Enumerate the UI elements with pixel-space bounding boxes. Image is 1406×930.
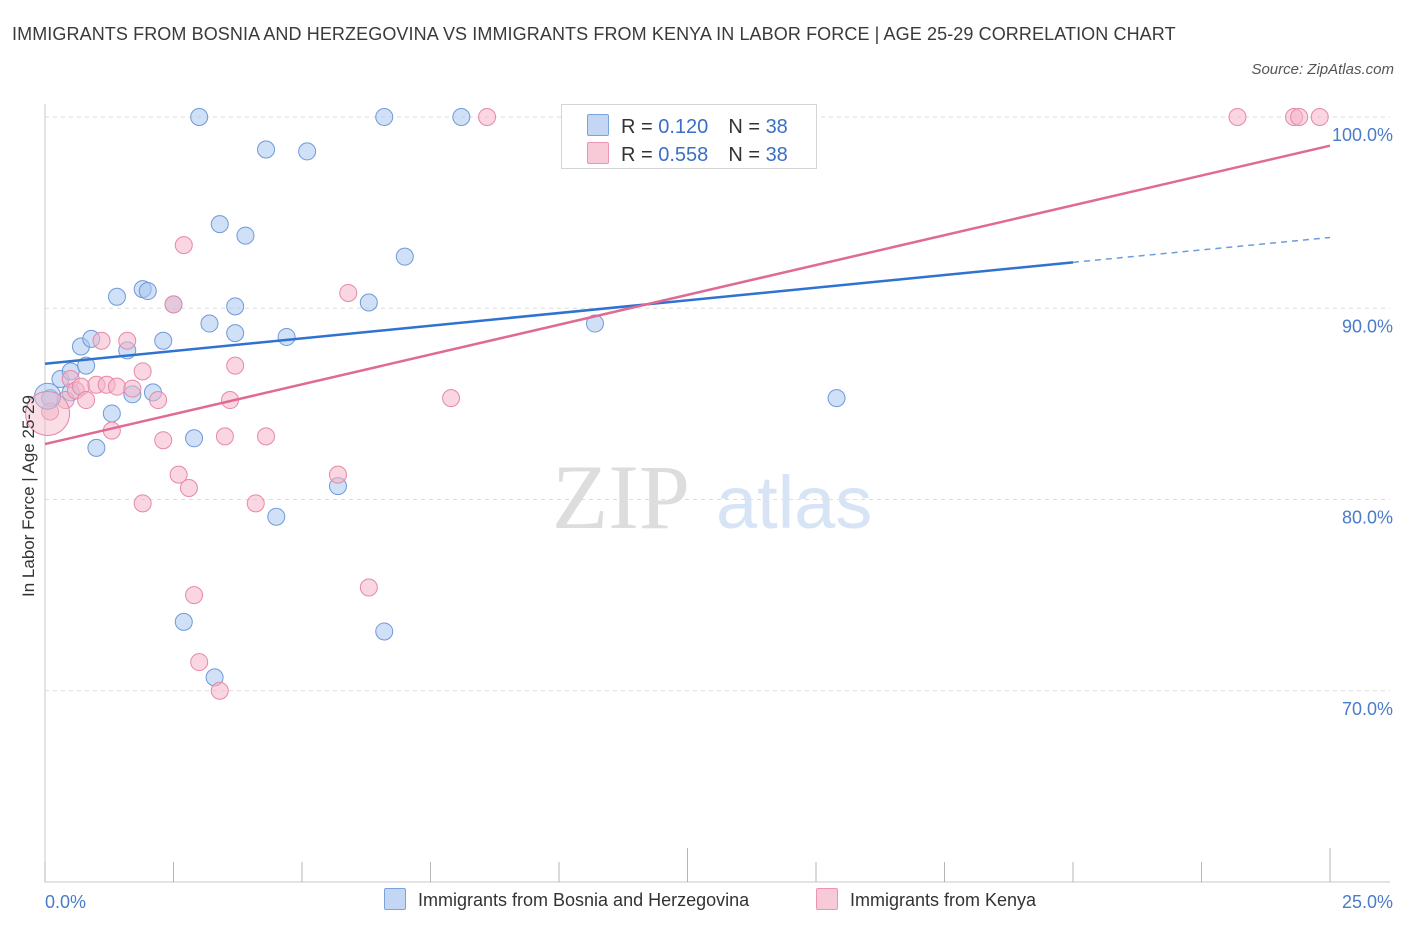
chart-title: IMMIGRANTS FROM BOSNIA AND HERZEGOVINA V…: [12, 24, 1176, 44]
point-bosnia: [210, 215, 229, 234]
point-kenya: [1290, 108, 1309, 126]
point-bosnia: [77, 356, 96, 375]
point-kenya: [149, 391, 168, 410]
point-bosnia: [298, 142, 317, 161]
point-kenya: [179, 479, 198, 498]
swatch-kenya: [587, 142, 609, 164]
y-tick-label: 90.0%: [1342, 316, 1393, 336]
watermark: ZIP atlas: [552, 446, 872, 548]
point-kenya: [339, 283, 358, 302]
point-bosnia: [375, 622, 394, 641]
point-bosnia: [185, 429, 204, 448]
legend-item-kenya: Immigrants from Kenya: [816, 888, 1036, 911]
point-bosnia: [375, 108, 394, 126]
legend-item-bosnia: Immigrants from Bosnia and Herzegovina: [384, 888, 749, 911]
y-tick-label: 80.0%: [1342, 508, 1393, 528]
point-kenya: [154, 431, 173, 450]
r-value-bosnia: 0.120: [658, 116, 709, 138]
watermark-zip: ZIP: [552, 446, 690, 548]
point-kenya: [210, 681, 229, 700]
point-bosnia: [257, 140, 276, 159]
point-bosnia: [827, 389, 846, 408]
point-kenya: [118, 331, 137, 350]
trend-line-bosnia: [44, 261, 1074, 365]
y-tick-label: 100.0%: [1332, 125, 1393, 145]
stats-row-kenya: R = 0.558 N = 38: [587, 142, 788, 166]
point-bosnia: [107, 287, 126, 306]
point-kenya: [77, 391, 96, 410]
point-kenya: [133, 494, 152, 513]
point-bosnia: [174, 612, 193, 631]
point-kenya: [1310, 108, 1329, 126]
point-bosnia: [267, 507, 286, 526]
source-credit: Source: ZipAtlas.com: [1251, 61, 1394, 78]
swatch-bosnia: [587, 114, 609, 136]
x-tick-label: 25.0%: [1342, 892, 1393, 912]
point-bosnia: [226, 324, 245, 343]
y-axis-label: In Labor Force | Age 25-29: [19, 395, 38, 597]
y-tick-labels: 100.0% 90.0% 80.0% 70.0%: [1332, 125, 1393, 719]
point-kenya: [226, 356, 245, 375]
point-kenya: [123, 379, 142, 398]
point-bosnia: [190, 108, 209, 126]
legend-label-bosnia: Immigrants from Bosnia and Herzegovina: [418, 890, 750, 910]
legend-label-kenya: Immigrants from Kenya: [850, 890, 1037, 910]
point-kenya: [164, 295, 183, 314]
x-tick-labels: 0.0% 25.0%: [45, 892, 1393, 912]
r-value-kenya: 0.558: [658, 144, 709, 166]
n-value-bosnia: 38: [765, 116, 788, 138]
x-tick-label: 0.0%: [45, 892, 86, 912]
trend-lines: [44, 144, 1331, 446]
trend-line-kenya: [44, 144, 1331, 446]
y-tick-label: 70.0%: [1342, 699, 1393, 719]
data-points: [25, 108, 1329, 700]
point-bosnia: [200, 314, 219, 333]
axes: [44, 104, 1390, 883]
point-kenya: [92, 331, 111, 350]
point-kenya: [107, 377, 126, 396]
point-kenya: [190, 653, 209, 672]
point-kenya: [25, 390, 71, 436]
watermark-atlas: atlas: [716, 461, 872, 544]
trend-line-bosnia-extension: [1072, 236, 1331, 264]
point-bosnia: [452, 108, 471, 126]
point-kenya: [442, 389, 461, 408]
point-kenya: [174, 236, 193, 255]
point-bosnia: [359, 293, 378, 312]
point-kenya: [328, 465, 347, 484]
n-value-kenya: 38: [765, 144, 788, 166]
grid-lines: [45, 116, 1390, 692]
point-bosnia: [102, 404, 121, 423]
point-bosnia: [226, 297, 245, 316]
point-bosnia: [395, 247, 414, 266]
point-bosnia: [585, 314, 604, 333]
point-kenya: [257, 427, 276, 446]
point-kenya: [133, 362, 152, 381]
point-kenya: [185, 586, 204, 605]
legend-swatch-bosnia: [384, 888, 406, 910]
point-kenya: [169, 465, 188, 484]
point-bosnia: [138, 282, 157, 301]
stats-legend: R = 0.120 N = 38 R = 0.558 N = 38: [561, 104, 817, 169]
point-kenya: [1228, 108, 1247, 126]
point-bosnia: [277, 327, 296, 346]
legend-swatch-kenya: [816, 888, 838, 910]
point-bosnia: [87, 438, 106, 457]
point-kenya: [359, 578, 378, 597]
point-kenya: [478, 108, 497, 126]
point-kenya: [246, 494, 265, 513]
stats-row-bosnia: R = 0.120 N = 38: [587, 114, 788, 138]
point-kenya: [215, 427, 234, 446]
point-bosnia: [236, 226, 255, 245]
point-bosnia: [154, 331, 173, 350]
